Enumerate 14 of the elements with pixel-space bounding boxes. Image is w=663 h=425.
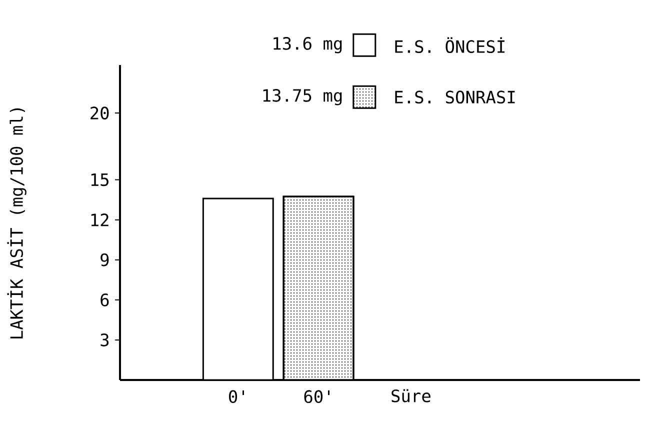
y-tick-label: 6: [100, 293, 109, 306]
x-tick-label: 0': [229, 390, 244, 404]
x-tick-label: 60': [304, 390, 330, 404]
annotation: 13.75 mg: [263, 88, 342, 106]
legend-label: E.S. SONRASI: [395, 90, 515, 104]
y-tick-label: 12: [91, 214, 108, 226]
y-tick-label: 3: [100, 334, 109, 346]
text: 13.6 mg: [274, 37, 342, 54]
x-axis-title: Süre: [392, 389, 430, 402]
legend-label: E.S. ÖNCESİ: [395, 37, 504, 54]
y-tick-label: 9: [100, 253, 109, 266]
y-tick-label: 20: [90, 106, 109, 120]
y-axis-title: LAKTİK ASİT (mg/100 ml): [7, 108, 26, 338]
y-tick-label: 15: [91, 173, 108, 186]
